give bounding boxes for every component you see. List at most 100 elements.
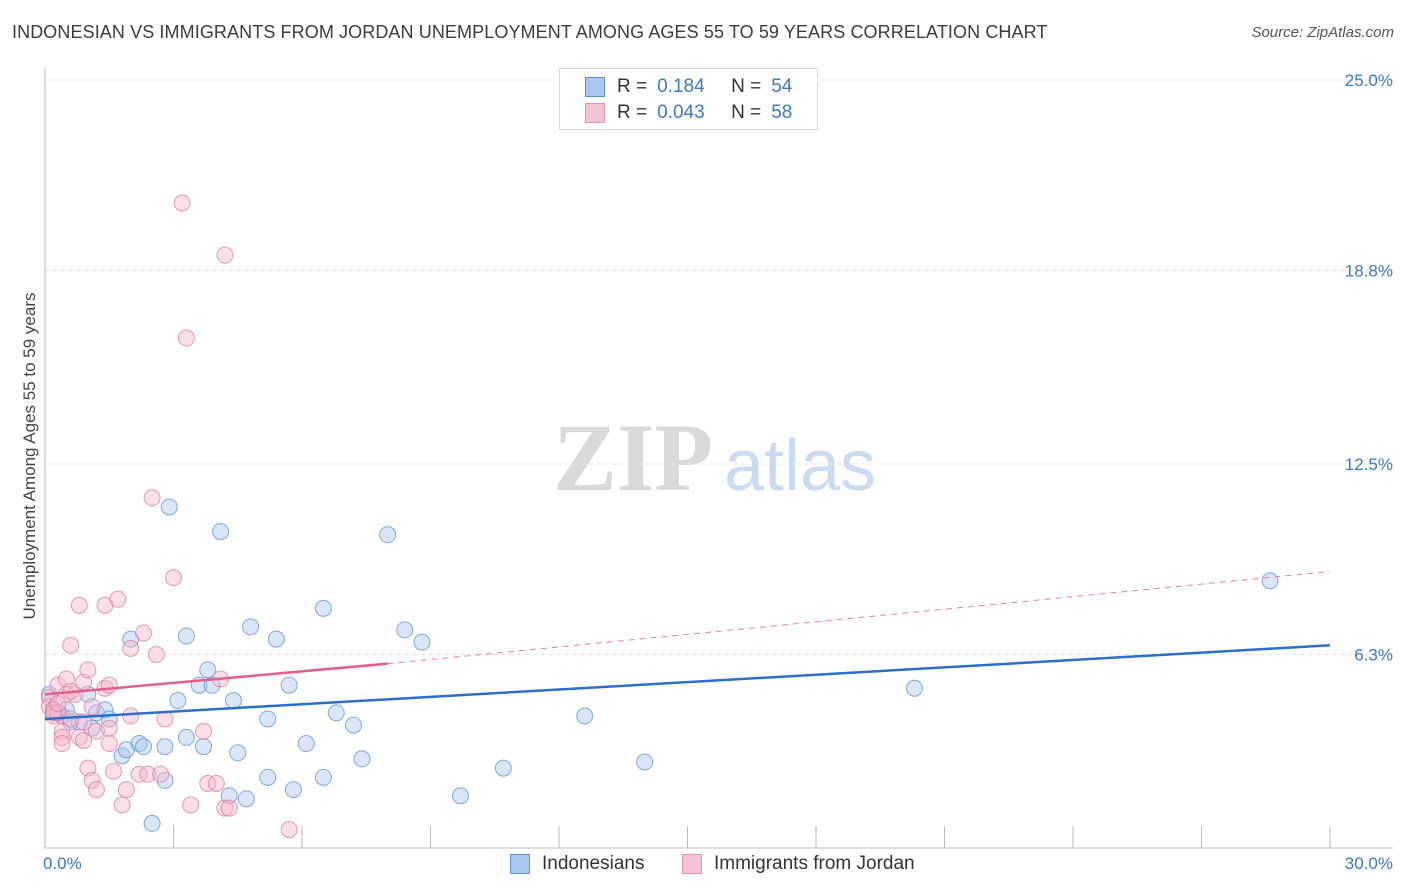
data-point-indonesians xyxy=(494,759,512,777)
legend-swatch-jordan xyxy=(585,103,605,123)
data-point-indonesians xyxy=(259,710,277,728)
legend-r-label: R = xyxy=(617,76,648,97)
data-point-indonesians xyxy=(259,768,277,786)
data-point-indonesians xyxy=(212,523,230,541)
data-point-indonesians xyxy=(229,744,247,762)
data-point-indonesians xyxy=(379,526,397,544)
data-point-indonesians xyxy=(177,728,195,746)
data-point-indonesians xyxy=(135,738,153,756)
legend-row-jordan: R = 0.043 N = 58 xyxy=(585,101,792,125)
bottom-swatch-jordan xyxy=(682,854,702,874)
data-point-jordan xyxy=(100,676,118,694)
data-point-indonesians xyxy=(1261,572,1279,590)
bottom-legend-label-jordan: Immigrants from Jordan xyxy=(714,853,915,874)
data-point-indonesians xyxy=(314,768,332,786)
data-point-indonesians xyxy=(203,676,221,694)
data-point-indonesians xyxy=(344,716,362,734)
x-tick-label-min: 0.0% xyxy=(43,854,82,873)
data-point-indonesians xyxy=(413,633,431,651)
data-point-indonesians xyxy=(199,661,217,679)
data-point-jordan xyxy=(83,771,101,789)
data-point-indonesians xyxy=(396,621,414,639)
data-point-jordan xyxy=(194,722,212,740)
data-point-jordan xyxy=(182,796,200,814)
trend-line-jordan xyxy=(44,662,388,696)
data-point-indonesians xyxy=(267,630,285,648)
data-point-jordan xyxy=(216,799,234,817)
data-point-jordan xyxy=(79,661,97,679)
bottom-swatch-indonesians xyxy=(510,854,530,874)
data-point-indonesians xyxy=(636,753,654,771)
data-point-jordan xyxy=(165,569,182,587)
data-point-jordan xyxy=(207,774,225,792)
source-credit: Source: ZipAtlas.com xyxy=(1251,24,1394,41)
data-point-jordan xyxy=(49,695,67,713)
legend-n-label: N = xyxy=(731,76,762,97)
data-point-jordan xyxy=(280,821,298,839)
data-point-jordan xyxy=(109,590,127,608)
legend-r-value-jordan: 0.043 xyxy=(657,102,705,123)
legend-n-value-indonesians: 54 xyxy=(771,76,793,97)
data-point-jordan xyxy=(143,489,161,507)
data-point-jordan xyxy=(139,765,157,783)
data-point-indonesians xyxy=(160,498,178,516)
legend-swatch-indonesians xyxy=(585,77,605,97)
data-point-indonesians xyxy=(906,679,924,697)
bottom-legend-indonesians: Indonesians xyxy=(510,852,644,876)
data-point-jordan xyxy=(216,246,234,264)
data-point-jordan xyxy=(53,722,71,740)
data-point-jordan xyxy=(152,765,170,783)
data-point-jordan xyxy=(45,704,63,722)
trend-line-indonesians xyxy=(44,644,1331,721)
data-point-indonesians xyxy=(96,701,114,719)
data-point-jordan xyxy=(75,731,93,749)
chart-title: INDONESIAN VS IMMIGRANTS FROM JORDAN UNE… xyxy=(12,22,1048,42)
data-point-jordan xyxy=(105,762,123,780)
y-tick-label: 18.8% xyxy=(1345,261,1393,280)
data-point-indonesians xyxy=(224,692,242,710)
bottom-legend-jordan: Immigrants from Jordan xyxy=(682,852,915,876)
data-point-jordan xyxy=(100,719,118,737)
legend-r-label: R = xyxy=(617,102,648,123)
data-point-indonesians xyxy=(177,627,195,645)
data-point-jordan xyxy=(147,645,165,663)
data-point-jordan xyxy=(130,765,148,783)
data-point-indonesians xyxy=(327,704,345,722)
data-point-indonesians xyxy=(113,747,131,765)
data-point-jordan xyxy=(220,799,238,817)
data-point-jordan xyxy=(83,698,101,716)
y-tick-label: 12.5% xyxy=(1345,455,1393,474)
stats-legend: R = 0.184 N = 54 R = 0.043 N = 58 xyxy=(559,68,818,130)
x-tick-label-max: 30.0% xyxy=(1345,854,1393,873)
data-point-indonesians xyxy=(156,738,174,756)
data-point-indonesians xyxy=(353,750,371,768)
data-point-indonesians xyxy=(237,790,255,808)
watermark-atlas: atlas xyxy=(724,426,876,506)
y-tick-label: 6.3% xyxy=(1354,645,1393,664)
data-point-indonesians xyxy=(314,599,332,617)
legend-row-indonesians: R = 0.184 N = 54 xyxy=(585,75,792,99)
bottom-legend-label-indonesians: Indonesians xyxy=(542,853,645,874)
y-tick-label: 25.0% xyxy=(1345,71,1393,90)
data-point-jordan xyxy=(53,735,71,753)
data-point-jordan xyxy=(135,624,153,642)
data-point-indonesians xyxy=(451,787,469,805)
legend-n-label: N = xyxy=(731,102,762,123)
trend-extension-jordan xyxy=(387,571,1331,665)
data-point-jordan xyxy=(122,639,140,657)
data-point-jordan xyxy=(53,728,71,746)
data-point-indonesians xyxy=(194,738,212,756)
data-point-indonesians xyxy=(169,692,187,710)
data-point-indonesians xyxy=(284,781,302,799)
data-point-jordan xyxy=(117,781,135,799)
legend-r-value-indonesians: 0.184 xyxy=(657,76,705,97)
data-point-indonesians xyxy=(242,618,260,636)
data-point-jordan xyxy=(62,636,80,654)
data-point-indonesians xyxy=(143,814,161,832)
data-point-jordan xyxy=(113,796,131,814)
watermark-zip: ZIP xyxy=(553,404,713,511)
data-point-indonesians xyxy=(280,676,298,694)
data-point-indonesians xyxy=(156,771,174,789)
data-point-jordan xyxy=(70,596,88,614)
